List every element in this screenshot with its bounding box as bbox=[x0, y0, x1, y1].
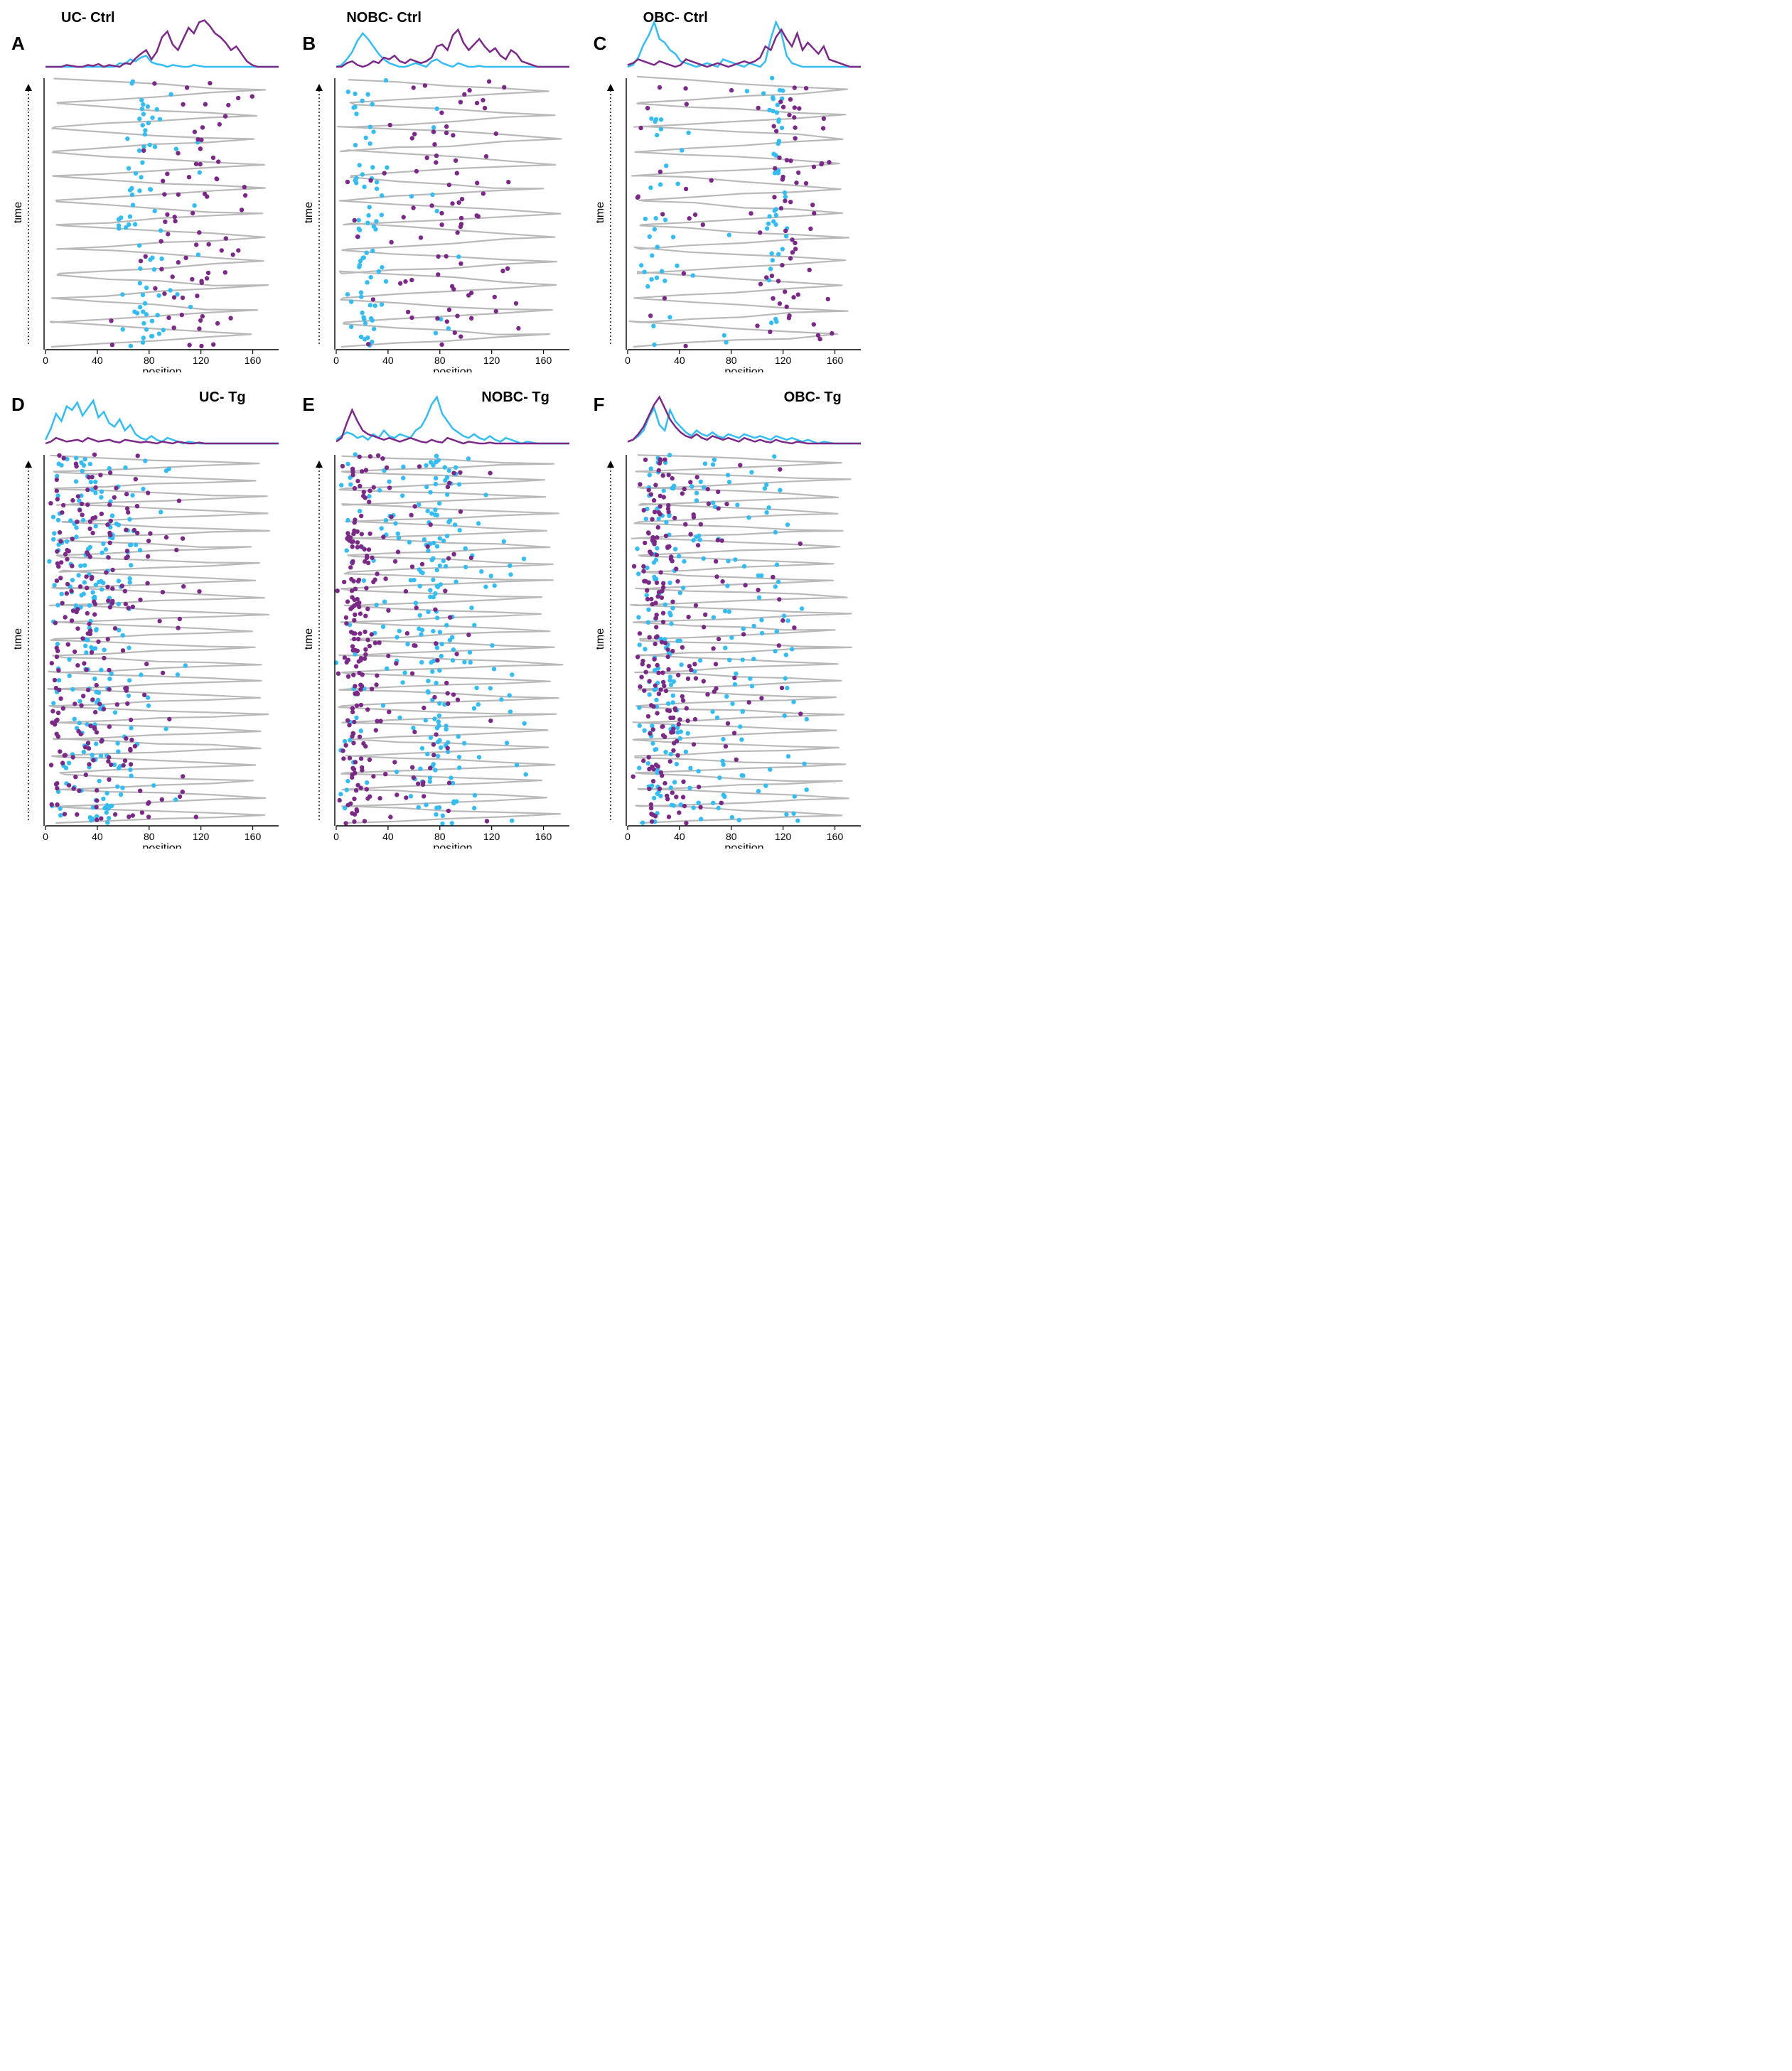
svg-text:80: 80 bbox=[434, 831, 446, 842]
panel-title: UC- Ctrl bbox=[61, 10, 115, 26]
svg-text:position: position bbox=[142, 842, 181, 849]
svg-text:0: 0 bbox=[625, 831, 631, 842]
histogram bbox=[596, 14, 867, 71]
panel-title: UC- Tg bbox=[199, 389, 246, 406]
panel-D: D UC- Tg 0 40 80 120 160 position time bbox=[14, 391, 285, 849]
panel-title: OBC- Tg bbox=[784, 389, 842, 406]
svg-text:160: 160 bbox=[827, 355, 844, 366]
svg-text:80: 80 bbox=[144, 355, 155, 366]
svg-text:position: position bbox=[434, 842, 473, 849]
panel-label: E bbox=[302, 394, 314, 416]
svg-text:position: position bbox=[724, 366, 763, 372]
svg-text:time: time bbox=[14, 202, 24, 223]
svg-text:80: 80 bbox=[726, 831, 737, 842]
svg-text:time: time bbox=[305, 202, 315, 223]
svg-text:40: 40 bbox=[92, 831, 103, 842]
panel-B: BNOBC- Ctrl04080120160positiontime bbox=[305, 14, 576, 372]
svg-text:40: 40 bbox=[674, 831, 685, 842]
svg-text:40: 40 bbox=[674, 355, 685, 366]
panel-label: A bbox=[11, 33, 25, 55]
svg-text:120: 120 bbox=[193, 355, 210, 366]
svg-text:0: 0 bbox=[333, 355, 339, 366]
panel-title: OBC- Ctrl bbox=[643, 10, 708, 26]
svg-text:80: 80 bbox=[434, 355, 446, 366]
panel-label: C bbox=[594, 33, 607, 55]
svg-text:120: 120 bbox=[775, 355, 792, 366]
svg-text:0: 0 bbox=[43, 355, 48, 366]
svg-text:time: time bbox=[596, 202, 606, 223]
svg-text:160: 160 bbox=[827, 831, 844, 842]
svg-text:position: position bbox=[434, 366, 473, 372]
panel-E: E NOBC- Tg 0 40 80 120 160 position time bbox=[305, 391, 576, 849]
svg-text:0: 0 bbox=[43, 831, 48, 842]
svg-text:160: 160 bbox=[245, 831, 262, 842]
svg-text:120: 120 bbox=[483, 831, 500, 842]
panel-label: F bbox=[594, 394, 605, 416]
trajectory-plot: 0 40 80 120 160 position time bbox=[14, 74, 284, 372]
svg-text:time: time bbox=[596, 628, 606, 650]
trajectory-plot: 0 40 80 120 160 position time bbox=[305, 74, 575, 372]
svg-text:0: 0 bbox=[333, 831, 339, 842]
histogram bbox=[305, 14, 575, 71]
panel-title: NOBC- Tg bbox=[481, 389, 549, 406]
panel-label: D bbox=[11, 394, 25, 416]
svg-text:40: 40 bbox=[92, 355, 103, 366]
figure-grid: AUC- Ctrl04080120160positiontimeBNOBC- C… bbox=[14, 14, 867, 849]
svg-text:160: 160 bbox=[535, 831, 552, 842]
trajectory-plot: 0 40 80 120 160 position time bbox=[596, 451, 867, 849]
svg-text:position: position bbox=[142, 366, 181, 372]
svg-text:time: time bbox=[305, 628, 315, 650]
svg-text:0: 0 bbox=[625, 355, 631, 366]
panel-label: B bbox=[302, 33, 316, 55]
svg-text:160: 160 bbox=[245, 355, 262, 366]
trajectory-plot: 0 40 80 120 160 position time bbox=[305, 451, 575, 849]
svg-text:40: 40 bbox=[382, 831, 394, 842]
svg-text:40: 40 bbox=[382, 355, 394, 366]
svg-text:80: 80 bbox=[726, 355, 737, 366]
svg-text:120: 120 bbox=[775, 831, 792, 842]
trajectory-plot: 0 40 80 120 160 position time bbox=[14, 451, 284, 849]
panel-title: NOBC- Ctrl bbox=[346, 10, 422, 26]
panel-A: AUC- Ctrl04080120160positiontime bbox=[14, 14, 285, 372]
svg-text:160: 160 bbox=[535, 355, 552, 366]
svg-text:120: 120 bbox=[483, 355, 500, 366]
svg-text:position: position bbox=[724, 842, 763, 849]
svg-text:80: 80 bbox=[144, 831, 155, 842]
svg-text:120: 120 bbox=[193, 831, 210, 842]
svg-text:time: time bbox=[14, 628, 24, 650]
panel-F: F OBC- Tg 0 40 80 120 160 position time bbox=[596, 391, 867, 849]
trajectory-plot: 0 40 80 120 160 position time bbox=[596, 74, 867, 372]
panel-C: COBC- Ctrl04080120160positiontime bbox=[596, 14, 867, 372]
histogram bbox=[14, 14, 284, 71]
